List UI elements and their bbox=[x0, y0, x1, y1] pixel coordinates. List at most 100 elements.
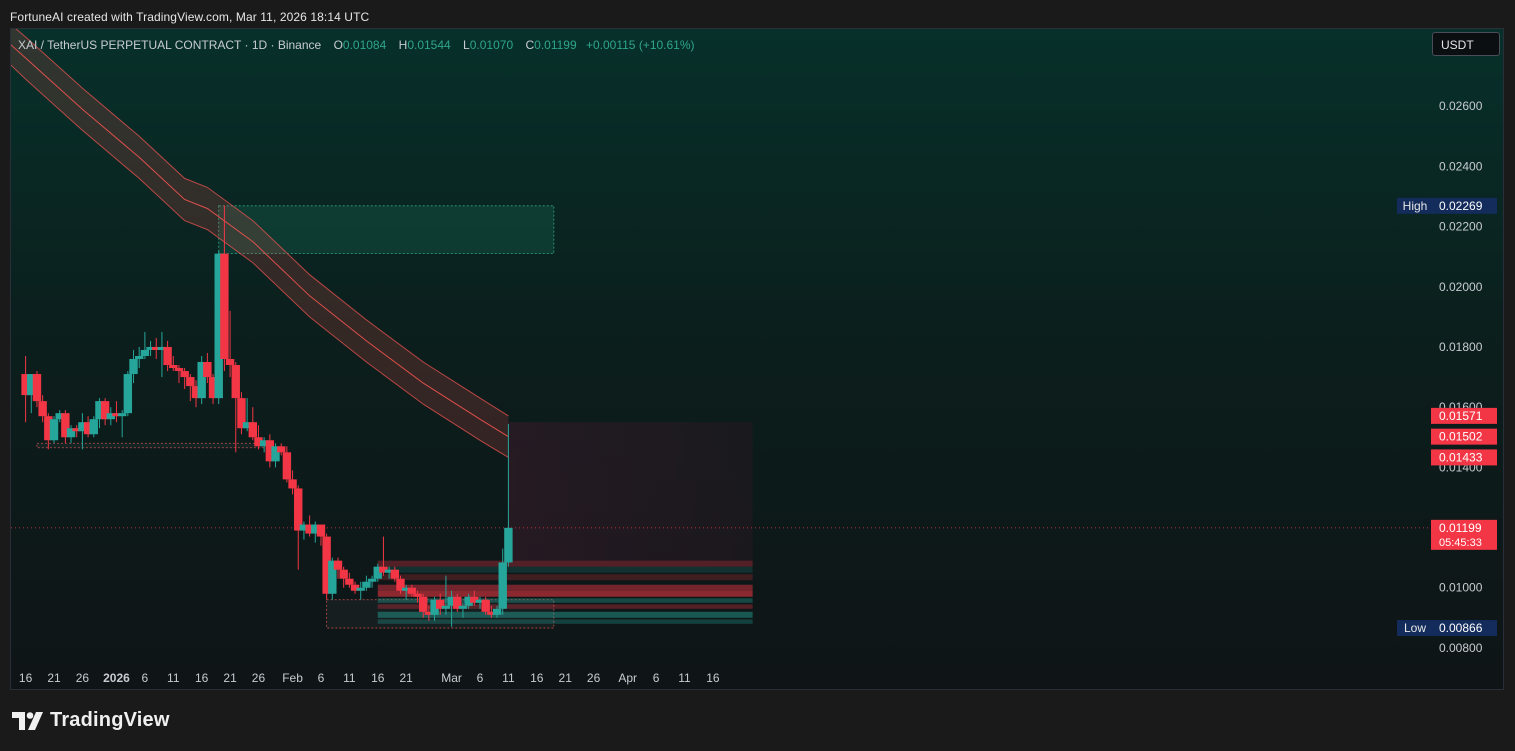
candle[interactable] bbox=[384, 566, 394, 579]
candle[interactable] bbox=[316, 524, 326, 546]
candle[interactable] bbox=[464, 593, 473, 609]
candle[interactable] bbox=[135, 346, 144, 369]
candle[interactable] bbox=[214, 250, 223, 405]
candle[interactable] bbox=[191, 380, 201, 408]
candle[interactable] bbox=[390, 566, 399, 582]
candle[interactable] bbox=[424, 605, 434, 621]
candle[interactable] bbox=[203, 352, 212, 384]
candle[interactable] bbox=[367, 575, 377, 588]
candle[interactable] bbox=[419, 593, 428, 618]
candle[interactable] bbox=[356, 581, 365, 600]
y-axis-tick-label: 0.02400 bbox=[1439, 159, 1483, 173]
candle[interactable] bbox=[112, 401, 121, 423]
candle[interactable] bbox=[254, 425, 263, 450]
candle[interactable] bbox=[436, 593, 445, 615]
candle[interactable] bbox=[396, 575, 405, 594]
candle-body bbox=[146, 346, 155, 350]
range-zone bbox=[36, 442, 265, 449]
candle[interactable] bbox=[470, 590, 479, 606]
candle[interactable] bbox=[169, 355, 178, 372]
candle[interactable] bbox=[413, 590, 422, 603]
candle[interactable] bbox=[61, 410, 70, 444]
candle[interactable] bbox=[339, 566, 348, 588]
candle[interactable] bbox=[157, 331, 167, 378]
candle[interactable] bbox=[333, 557, 343, 579]
candle[interactable] bbox=[72, 425, 81, 438]
candle[interactable] bbox=[305, 515, 314, 537]
candle[interactable] bbox=[174, 365, 184, 384]
candle[interactable] bbox=[117, 410, 127, 438]
price-chart[interactable]: 16 21 26 2026 6 11 16 21 26 Feb 6 11 16 21 Mar 6 11 16 21 2… bbox=[11, 29, 1504, 690]
candle[interactable] bbox=[345, 572, 354, 588]
candle[interactable] bbox=[328, 557, 337, 600]
tradingview-brand[interactable]: TradingView bbox=[12, 709, 170, 732]
candle[interactable] bbox=[441, 575, 451, 615]
candle[interactable] bbox=[186, 374, 195, 402]
x-axis-tick-label: 16 bbox=[530, 671, 544, 685]
low-price-tag-label-bg bbox=[1397, 620, 1433, 637]
candle[interactable] bbox=[225, 310, 235, 378]
candle[interactable] bbox=[294, 485, 303, 570]
candle[interactable] bbox=[140, 331, 150, 359]
candle[interactable] bbox=[248, 407, 257, 441]
candle[interactable] bbox=[373, 563, 382, 582]
candle[interactable] bbox=[401, 584, 411, 600]
candle-body bbox=[333, 560, 343, 570]
candle[interactable] bbox=[237, 392, 246, 435]
chart-area[interactable]: 16 21 26 2026 6 11 16 21 26 Feb 6 11 16 21 Mar 6 11 16 21 2… bbox=[10, 28, 1504, 690]
candle[interactable] bbox=[49, 416, 59, 444]
candle[interactable] bbox=[231, 362, 240, 453]
candle[interactable] bbox=[265, 434, 275, 468]
candle[interactable] bbox=[447, 590, 456, 627]
candle-body bbox=[169, 365, 178, 369]
candle[interactable] bbox=[123, 371, 133, 417]
candle[interactable] bbox=[95, 398, 104, 429]
candle[interactable] bbox=[322, 533, 331, 600]
candle[interactable] bbox=[282, 446, 292, 483]
candle[interactable] bbox=[89, 416, 98, 438]
candle[interactable] bbox=[458, 602, 468, 618]
candle[interactable] bbox=[481, 596, 490, 615]
candle[interactable] bbox=[242, 398, 252, 432]
candle[interactable] bbox=[27, 374, 36, 414]
candle[interactable] bbox=[498, 548, 507, 615]
candle[interactable] bbox=[146, 340, 155, 356]
candle[interactable] bbox=[32, 371, 42, 408]
candle[interactable] bbox=[55, 410, 64, 423]
candle[interactable] bbox=[220, 205, 229, 372]
candle-body bbox=[259, 440, 269, 447]
candle[interactable] bbox=[311, 521, 320, 543]
candle[interactable] bbox=[453, 593, 462, 612]
candle[interactable] bbox=[350, 581, 360, 594]
candle[interactable] bbox=[163, 340, 172, 372]
candle[interactable] bbox=[504, 424, 513, 567]
candle[interactable] bbox=[362, 575, 371, 591]
candle[interactable] bbox=[288, 470, 297, 495]
candle[interactable] bbox=[407, 584, 417, 597]
candle[interactable] bbox=[299, 521, 309, 540]
candle[interactable] bbox=[259, 437, 269, 453]
candle[interactable] bbox=[197, 355, 206, 405]
tradingview-wordmark: TradingView bbox=[50, 709, 170, 731]
candle[interactable] bbox=[66, 425, 76, 444]
candle[interactable] bbox=[38, 395, 47, 423]
candle[interactable] bbox=[44, 413, 53, 450]
currency-selector-button[interactable]: USDT bbox=[1432, 32, 1500, 56]
candle[interactable] bbox=[106, 407, 115, 426]
candle[interactable] bbox=[78, 413, 87, 450]
candle[interactable] bbox=[379, 536, 388, 576]
candle[interactable] bbox=[152, 337, 161, 359]
candle[interactable] bbox=[277, 443, 286, 456]
ma-band-mid-line bbox=[11, 44, 509, 438]
candle[interactable] bbox=[271, 443, 280, 468]
candle[interactable] bbox=[430, 596, 439, 621]
candle[interactable] bbox=[21, 355, 30, 423]
candle[interactable] bbox=[180, 368, 189, 390]
candle[interactable] bbox=[129, 349, 138, 384]
candle[interactable] bbox=[487, 605, 496, 618]
candle[interactable] bbox=[475, 596, 485, 609]
candle[interactable] bbox=[83, 416, 93, 438]
candle[interactable] bbox=[208, 374, 218, 405]
candle[interactable] bbox=[100, 398, 110, 426]
candle[interactable] bbox=[492, 605, 502, 618]
